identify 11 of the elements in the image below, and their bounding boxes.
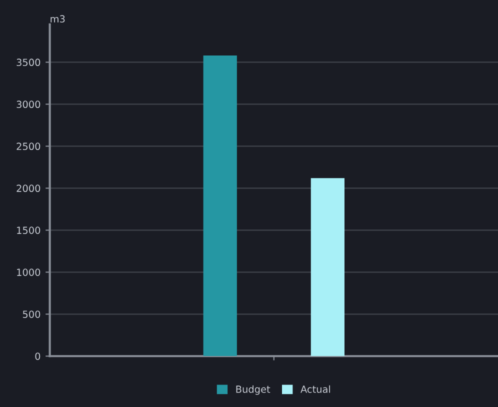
y-tick-label: 3500 <box>16 58 40 66</box>
y-tick-label: 0 <box>35 352 40 360</box>
y-axis-title: m3 <box>50 15 65 23</box>
y-tick-label: 3000 <box>16 100 40 108</box>
legend-label: Actual <box>300 385 330 393</box>
y-tick-label: 2500 <box>16 142 40 150</box>
legend-label: Budget <box>236 385 270 395</box>
y-tick-label: 2000 <box>16 184 40 192</box>
y-tick-label: 500 <box>22 310 40 318</box>
y-tick-label: 1000 <box>17 268 40 276</box>
y-tick-label: 1500 <box>17 226 40 234</box>
